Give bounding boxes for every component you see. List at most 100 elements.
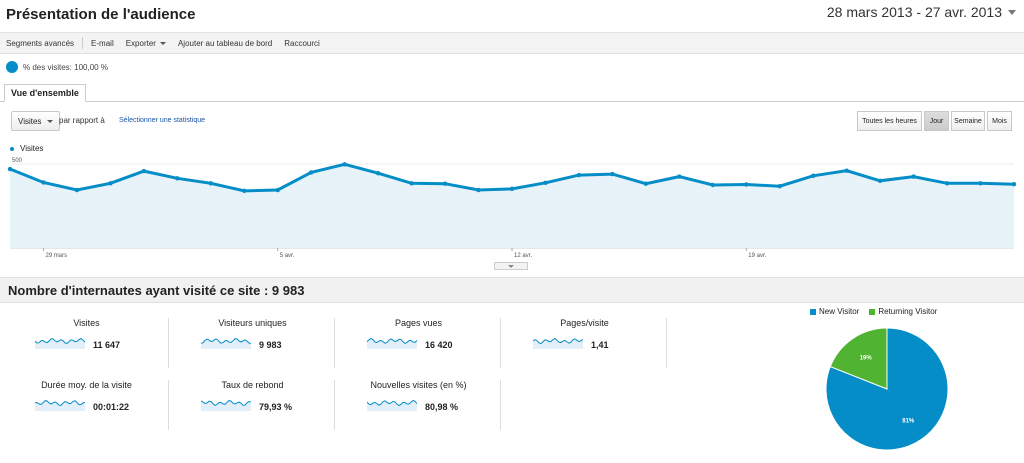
pie-slice-label: 19% bbox=[860, 356, 873, 362]
metric-card[interactable]: Nouvelles visites (en %) 80,98 % bbox=[337, 376, 500, 432]
data-point[interactable] bbox=[710, 182, 715, 188]
data-point[interactable] bbox=[777, 183, 782, 189]
y-tick-label: 500 bbox=[12, 158, 23, 164]
data-point[interactable] bbox=[576, 172, 582, 178]
sparkline-area bbox=[35, 400, 85, 411]
granularity-hourly-button[interactable]: Toutes les heures bbox=[857, 111, 922, 131]
granularity-month-button[interactable]: Mois bbox=[987, 111, 1012, 131]
series-dot-icon bbox=[10, 146, 14, 151]
date-range-picker[interactable]: 28 mars 2013 - 27 avr. 2013 bbox=[827, 4, 1016, 20]
data-point[interactable] bbox=[41, 180, 46, 185]
toolbar: Segments avancés E-mail Exporter Ajouter… bbox=[0, 32, 1024, 54]
metric-card[interactable]: Pages vues 16 420 bbox=[337, 314, 500, 370]
export-button[interactable]: Exporter bbox=[120, 39, 172, 48]
metric-divider bbox=[168, 318, 169, 368]
advanced-segments-button[interactable]: Segments avancés bbox=[0, 39, 80, 48]
sparkline bbox=[35, 400, 85, 411]
metric-select[interactable]: Visites bbox=[11, 111, 61, 131]
data-point[interactable] bbox=[944, 181, 950, 186]
data-point[interactable] bbox=[978, 181, 983, 186]
metric-card[interactable]: Taux de rebond 79,93 % bbox=[171, 376, 334, 432]
data-point[interactable] bbox=[844, 168, 849, 173]
email-button[interactable]: E-mail bbox=[85, 39, 120, 48]
data-point[interactable] bbox=[643, 181, 649, 186]
sparkline-line bbox=[201, 338, 251, 344]
sparkline-line bbox=[35, 400, 85, 406]
series-area bbox=[10, 164, 1014, 248]
data-point[interactable] bbox=[911, 174, 916, 179]
pie-slice[interactable] bbox=[829, 327, 888, 390]
data-point[interactable] bbox=[1011, 181, 1017, 187]
granularity-day-button[interactable]: Jour bbox=[924, 111, 949, 131]
metric-divider bbox=[666, 318, 667, 368]
metric-value: 11 647 bbox=[93, 340, 121, 350]
date-range-label: 28 mars 2013 - 27 avr. 2013 bbox=[826, 4, 1002, 20]
metric-card[interactable]: Durée moy. de la visite 00:01:22 bbox=[5, 376, 168, 432]
metric-label: Visiteurs uniques bbox=[218, 318, 287, 328]
metric-card[interactable]: Visiteurs uniques 9 983 bbox=[171, 314, 334, 370]
pie-legend-label: Returning Visitor bbox=[878, 307, 938, 316]
sparkline bbox=[35, 337, 85, 349]
metric-divider bbox=[500, 380, 501, 430]
add-to-dashboard-button[interactable]: Ajouter au tableau de bord bbox=[172, 39, 278, 48]
data-point[interactable] bbox=[141, 168, 147, 174]
data-point[interactable] bbox=[108, 181, 113, 186]
granularity-week-button[interactable]: Semaine bbox=[951, 111, 985, 131]
data-point[interactable] bbox=[610, 171, 615, 177]
sparkline bbox=[367, 399, 417, 411]
data-point[interactable] bbox=[342, 162, 347, 167]
data-point[interactable] bbox=[509, 186, 515, 192]
data-point[interactable] bbox=[476, 187, 481, 193]
data-point[interactable] bbox=[208, 181, 213, 186]
tab-overview[interactable]: Vue d'ensemble bbox=[4, 84, 86, 102]
data-point[interactable] bbox=[7, 166, 13, 172]
metric-value: 00:01:22 bbox=[93, 402, 130, 412]
data-point[interactable] bbox=[242, 188, 247, 194]
data-point[interactable] bbox=[375, 171, 381, 176]
x-tick-label: 19 avr. bbox=[748, 253, 766, 259]
add-to-dashboard-label: Ajouter au tableau de bord bbox=[177, 38, 273, 48]
chevron-down-icon bbox=[508, 264, 514, 268]
legend-swatch bbox=[869, 308, 876, 315]
pie-legend-label: New Visitor bbox=[819, 307, 860, 316]
pie-legend-item: Returning Visitor bbox=[869, 307, 937, 316]
sparkline bbox=[201, 338, 251, 349]
data-point[interactable] bbox=[175, 176, 180, 181]
data-point[interactable] bbox=[677, 174, 682, 179]
export-label: Exporter bbox=[125, 38, 156, 48]
chart-collapse-handle[interactable] bbox=[494, 262, 528, 270]
metric-card[interactable]: Visites 11 647 bbox=[5, 314, 168, 370]
shortcut-label: Raccourci bbox=[284, 38, 320, 48]
data-point[interactable] bbox=[877, 178, 883, 183]
pie-legend: New Visitor Returning Visitor bbox=[810, 307, 937, 316]
x-tick-label: 5 avr. bbox=[280, 253, 295, 259]
metric-divider bbox=[168, 380, 169, 430]
metric-value: 1,41 bbox=[591, 340, 609, 350]
data-point[interactable] bbox=[442, 181, 448, 186]
sparkline-area bbox=[367, 400, 417, 411]
pie-legend-item: New Visitor bbox=[810, 307, 859, 316]
sparkline bbox=[201, 399, 251, 411]
metric-label: Durée moy. de la visite bbox=[41, 380, 132, 390]
sparkline-line bbox=[35, 337, 85, 345]
data-point[interactable] bbox=[811, 173, 816, 178]
metric-card[interactable]: Pages/visite 1,41 bbox=[503, 314, 666, 370]
chevron-down-icon bbox=[159, 41, 166, 45]
metric-label: Nouvelles visites (en %) bbox=[370, 380, 467, 390]
data-point[interactable] bbox=[275, 187, 280, 193]
summary-title: Nombre d'internautes ayant visité ce sit… bbox=[0, 277, 1024, 303]
select-statistic-link[interactable]: Sélectionner une statistique bbox=[119, 117, 205, 124]
metric-value: 16 420 bbox=[425, 340, 453, 350]
data-point[interactable] bbox=[543, 180, 548, 186]
data-point[interactable] bbox=[409, 181, 414, 186]
data-point[interactable] bbox=[744, 182, 749, 187]
x-tick-label: 29 mars bbox=[45, 253, 67, 259]
shortcut-button[interactable]: Raccourci bbox=[278, 39, 326, 48]
metric-value: 9 983 bbox=[259, 340, 282, 350]
sparkline bbox=[533, 337, 583, 349]
legend-swatch bbox=[810, 308, 816, 315]
data-point[interactable] bbox=[74, 187, 80, 193]
data-point[interactable] bbox=[309, 170, 314, 175]
x-tick-label: 12 avr. bbox=[514, 253, 532, 259]
page-title: Présentation de l'audience bbox=[6, 6, 196, 23]
